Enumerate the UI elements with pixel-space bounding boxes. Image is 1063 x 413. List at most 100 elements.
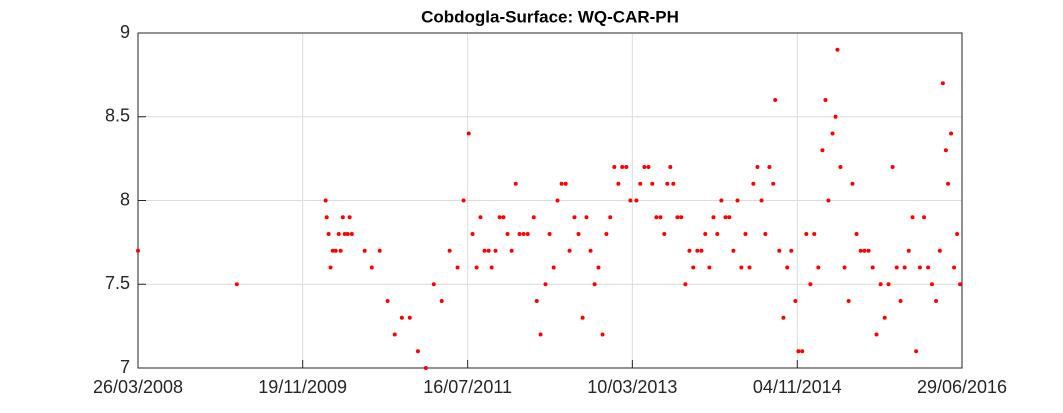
- point: [349, 232, 354, 236]
- point: [534, 299, 539, 303]
- point: [439, 299, 444, 303]
- point: [906, 248, 911, 253]
- point: [727, 215, 732, 220]
- point: [917, 265, 922, 270]
- point: [543, 282, 548, 287]
- point: [842, 265, 847, 270]
- point: [687, 248, 692, 253]
- point: [846, 299, 851, 303]
- point: [894, 265, 899, 270]
- point: [882, 315, 887, 320]
- point: [952, 265, 957, 270]
- point: [683, 282, 688, 287]
- point: [551, 265, 556, 270]
- point: [620, 165, 625, 169]
- y-tick-label: 9: [120, 22, 130, 42]
- point: [826, 198, 831, 203]
- point: [763, 232, 768, 236]
- point: [608, 215, 613, 220]
- point: [333, 248, 338, 253]
- x-tick-label: 10/03/2013: [587, 377, 677, 397]
- point: [572, 215, 577, 220]
- point: [823, 98, 828, 102]
- point: [878, 282, 883, 287]
- point: [497, 215, 502, 220]
- point: [431, 282, 436, 287]
- point: [816, 265, 821, 270]
- point: [493, 248, 498, 253]
- point: [342, 232, 347, 236]
- point: [563, 181, 568, 186]
- point: [470, 232, 475, 236]
- point: [858, 248, 863, 253]
- point: [830, 131, 835, 136]
- point: [461, 198, 466, 203]
- point: [870, 265, 875, 270]
- point: [955, 232, 960, 236]
- point: [525, 232, 530, 236]
- point: [707, 265, 712, 270]
- point: [926, 265, 931, 270]
- point: [328, 265, 333, 270]
- y-tick-label: 8: [120, 189, 130, 209]
- point: [336, 232, 341, 236]
- point: [505, 232, 510, 236]
- point: [671, 181, 676, 186]
- point: [943, 148, 948, 153]
- point: [592, 282, 597, 287]
- point: [796, 349, 801, 354]
- point: [466, 131, 471, 136]
- point: [486, 248, 491, 253]
- point: [559, 181, 564, 186]
- point: [399, 315, 404, 320]
- point: [854, 232, 859, 236]
- point: [838, 165, 843, 169]
- point: [324, 215, 329, 220]
- point: [538, 332, 543, 337]
- point: [949, 131, 954, 136]
- point: [509, 248, 514, 253]
- point: [789, 248, 794, 253]
- point: [600, 332, 605, 337]
- point: [415, 349, 420, 354]
- point: [347, 215, 352, 220]
- point: [898, 299, 903, 303]
- point: [723, 215, 728, 220]
- point: [902, 265, 907, 270]
- point: [691, 265, 696, 270]
- point: [946, 181, 951, 186]
- point: [584, 215, 589, 220]
- point: [377, 248, 382, 253]
- point: [345, 232, 350, 236]
- point: [833, 114, 838, 119]
- point: [773, 98, 778, 102]
- point: [735, 198, 740, 203]
- point: [555, 198, 560, 203]
- point: [937, 248, 942, 253]
- point: [423, 366, 428, 370]
- point: [588, 248, 593, 253]
- point: [340, 215, 345, 220]
- point: [715, 232, 720, 236]
- point: [934, 299, 939, 303]
- point: [489, 265, 494, 270]
- point: [580, 315, 585, 320]
- point: [699, 248, 704, 253]
- point: [914, 349, 919, 354]
- point: [521, 232, 526, 236]
- y-tick-label: 8.5: [105, 106, 130, 126]
- point: [517, 232, 522, 236]
- point: [703, 232, 708, 236]
- point: [650, 181, 655, 186]
- point: [646, 165, 651, 169]
- point: [628, 198, 633, 203]
- plot-frame: [137, 32, 963, 369]
- point: [958, 282, 963, 287]
- point: [654, 215, 659, 220]
- point: [665, 181, 670, 186]
- point: [771, 181, 776, 186]
- point: [668, 165, 673, 169]
- point: [719, 198, 724, 203]
- point: [886, 282, 891, 287]
